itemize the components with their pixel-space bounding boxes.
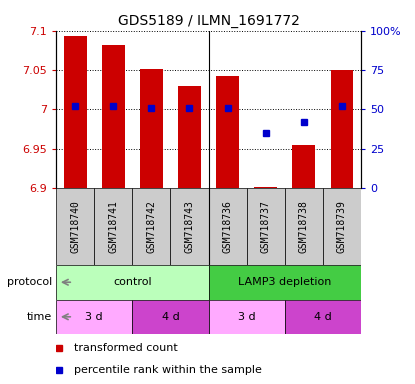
- FancyBboxPatch shape: [132, 188, 171, 265]
- FancyBboxPatch shape: [209, 265, 361, 300]
- Bar: [293, 145, 315, 188]
- Text: time: time: [27, 312, 52, 322]
- FancyBboxPatch shape: [56, 265, 209, 300]
- Text: transformed count: transformed count: [74, 343, 178, 354]
- Bar: [254, 187, 277, 188]
- Bar: [330, 70, 354, 188]
- Bar: [178, 86, 201, 188]
- Text: GSM718739: GSM718739: [337, 200, 347, 253]
- FancyBboxPatch shape: [132, 300, 209, 334]
- Text: GSM718741: GSM718741: [108, 200, 118, 253]
- Text: GSM718742: GSM718742: [146, 200, 156, 253]
- FancyBboxPatch shape: [56, 188, 94, 265]
- FancyBboxPatch shape: [285, 188, 323, 265]
- Bar: [63, 36, 87, 188]
- Text: GSM718737: GSM718737: [261, 200, 271, 253]
- Text: LAMP3 depletion: LAMP3 depletion: [238, 277, 332, 287]
- Text: 3 d: 3 d: [85, 312, 103, 322]
- Text: GSM718736: GSM718736: [222, 200, 232, 253]
- Text: percentile rank within the sample: percentile rank within the sample: [74, 364, 262, 375]
- Title: GDS5189 / ILMN_1691772: GDS5189 / ILMN_1691772: [117, 14, 300, 28]
- FancyBboxPatch shape: [171, 188, 209, 265]
- Text: protocol: protocol: [7, 277, 52, 287]
- Bar: [216, 76, 239, 188]
- FancyBboxPatch shape: [209, 188, 247, 265]
- Text: GSM718743: GSM718743: [185, 200, 195, 253]
- Bar: [140, 68, 163, 188]
- Text: 4 d: 4 d: [161, 312, 179, 322]
- Text: 4 d: 4 d: [314, 312, 332, 322]
- FancyBboxPatch shape: [209, 300, 285, 334]
- FancyBboxPatch shape: [56, 300, 132, 334]
- FancyBboxPatch shape: [247, 188, 285, 265]
- Text: GSM718738: GSM718738: [299, 200, 309, 253]
- Text: GSM718740: GSM718740: [70, 200, 80, 253]
- FancyBboxPatch shape: [323, 188, 361, 265]
- FancyBboxPatch shape: [285, 300, 361, 334]
- FancyBboxPatch shape: [94, 188, 132, 265]
- Bar: [102, 45, 124, 188]
- Text: 3 d: 3 d: [238, 312, 256, 322]
- Text: control: control: [113, 277, 151, 287]
